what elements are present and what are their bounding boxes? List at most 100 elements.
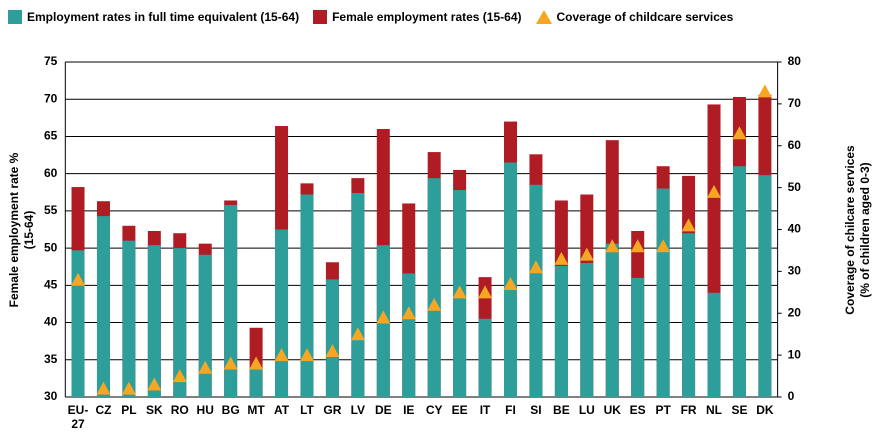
triangle-marker [274,348,289,362]
triangle-marker [656,239,671,253]
y-tick-label: 55 [44,203,58,217]
x-tick-label: DE [374,403,392,417]
bar [707,292,721,397]
y-tick-label: 35 [44,352,58,366]
bar [122,240,136,397]
y2-tick-label: 0 [788,389,795,403]
x-tick-label: SE [731,403,748,417]
legend-label: Female employment rates (15-64) [332,10,522,24]
legend-item: Employment rates in full time equivalent… [8,10,299,24]
bar [96,216,110,397]
triangle-marker [630,239,645,253]
triangle-marker [579,247,594,261]
y2-tick-label: 70 [788,96,802,110]
x-tick-label: CZ [95,403,112,417]
triangle-marker [503,276,518,290]
y-tick-label: 65 [44,129,58,143]
triangle-marker [172,369,187,383]
x-tick-label: GR [323,403,342,417]
triangle-marker [401,306,416,320]
bar [682,233,696,397]
x-tick-label: MT [247,403,265,417]
y2-tick-label: 80 [788,54,802,68]
x-tick-label: BG [221,403,240,417]
y2-axis-title: Coverage of chilcare services (% of chil… [843,145,872,315]
triangle-marker [732,126,747,140]
bar [605,243,619,397]
legend-label: Coverage of childcare services [556,10,734,24]
y-tick-label: 75 [44,54,58,68]
bar [427,178,441,397]
y-tick-label: 70 [44,91,58,105]
y2-tick-label: 20 [788,305,802,319]
triangle-marker [554,251,569,265]
x-tick-label: BE [553,403,570,417]
x-tick-label: SK [145,403,163,417]
x-tick-label: SI [530,403,542,417]
bar [300,194,314,397]
bar [71,250,85,397]
x-tick-label: DK [756,403,774,417]
triangle-marker [71,272,86,286]
x-tick-label: NL [706,403,723,417]
x-tick-label: UK [603,403,621,417]
x-tick-label: FI [505,403,516,417]
bar [275,229,289,397]
legend-swatch [535,10,552,24]
triangle-marker [325,343,340,357]
x-tick-label: LT [300,403,314,417]
triangle-marker [376,310,391,324]
bar [147,245,161,397]
triangle-marker [681,218,696,232]
y-tick-label: 50 [44,240,58,254]
y-tick-label: 30 [44,389,58,403]
x-tick-label: PT [655,403,671,417]
triangle-marker [528,260,543,274]
bar [580,263,594,397]
triangle-marker [605,239,620,253]
x-tick-label: LU [578,403,595,417]
x-tick-label: LV [350,403,366,417]
x-tick-label: CY [425,403,443,417]
triangle-marker [121,381,136,395]
bar [554,265,568,397]
triangle-marker [478,285,493,299]
x-tick-label: PL [121,403,137,417]
bar [249,368,263,397]
bar [325,279,339,397]
bar [758,175,772,397]
legend-swatch [8,10,22,24]
bar [478,318,492,397]
legend-item: Coverage of childcare services [535,10,734,24]
x-tick-label: AT [273,403,290,417]
bar [351,193,365,397]
triangle-marker [223,356,238,370]
triangle-marker [299,348,314,362]
bar [656,188,670,397]
x-tick-label: RO [170,403,189,417]
x-tick-label: ES [629,403,646,417]
bar [732,166,746,397]
x-tick-label: HU [196,403,214,417]
y-axis-title: Female employment rate % (15-64) [7,152,36,308]
y2-tick-label: 50 [788,180,802,194]
legend-swatch [313,10,328,24]
triangle-marker [198,360,213,374]
triangle-marker [147,377,162,391]
x-tick-label: FR [680,403,697,417]
legend-label: Employment rates in full time equivalent… [27,10,300,24]
y2-tick-label: 10 [788,347,802,361]
x-tick-label: EU- 27 [67,403,89,431]
x-tick-label: IT [479,403,491,417]
triangle-marker [96,381,111,395]
triangle-marker [707,184,722,198]
triangle-marker [427,297,442,311]
triangle-marker [350,327,365,341]
triangle-marker [757,84,772,98]
bar [631,277,645,397]
x-tick-label: IE [403,403,415,417]
bar [224,204,238,397]
triangle-marker [249,356,264,370]
